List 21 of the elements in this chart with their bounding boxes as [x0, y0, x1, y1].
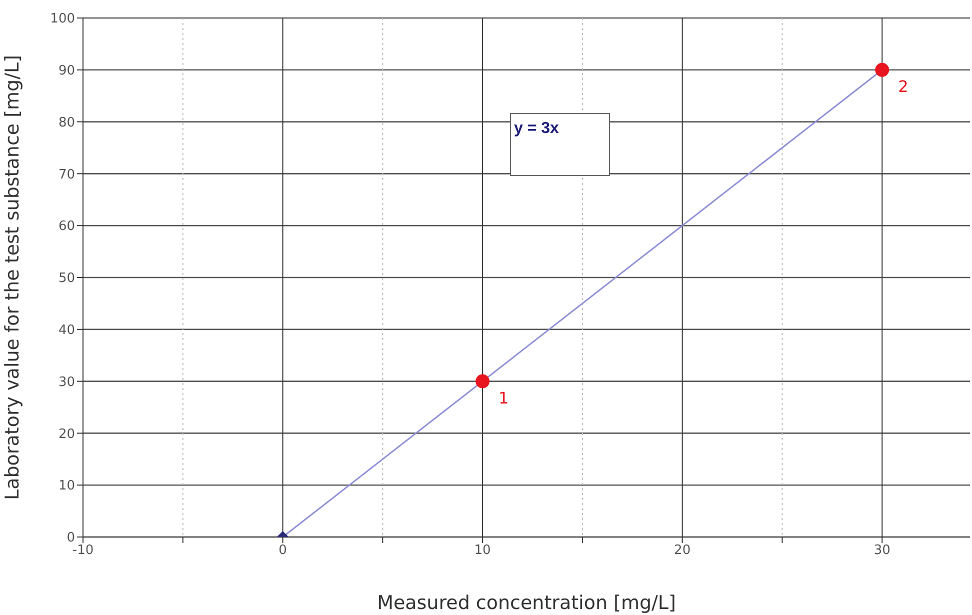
y-tick-label: 60	[58, 219, 75, 234]
label-box: y = 3x	[510, 113, 610, 176]
y-tick-label: 30	[58, 374, 75, 390]
y-tick-label: 10	[58, 478, 75, 494]
y-tick-label: 50	[58, 271, 75, 286]
y-tick-label: 100	[50, 12, 75, 27]
y-tick-label: 80	[58, 115, 75, 130]
y-tick-label: 20	[58, 426, 75, 442]
y-tick-label: 90	[58, 64, 75, 79]
y-tick-label: 70	[58, 167, 75, 182]
y-tick-label: 40	[58, 323, 75, 338]
y-tick-label: 0	[66, 530, 75, 546]
x-tick-label: 20	[674, 543, 691, 558]
x-tick-label: 30	[874, 543, 890, 558]
x-axis-title: Measured concentration [mg/L]	[377, 592, 676, 614]
annotation: 2	[898, 76, 908, 96]
x-tick-label: 10	[474, 543, 491, 558]
y-axis-title: Laboratory value for the test substance [mg/L]	[2, 55, 24, 500]
annotation: 1	[498, 388, 509, 408]
x-tick-label: 0	[278, 543, 287, 558]
x-tick-label: -10	[72, 543, 94, 558]
